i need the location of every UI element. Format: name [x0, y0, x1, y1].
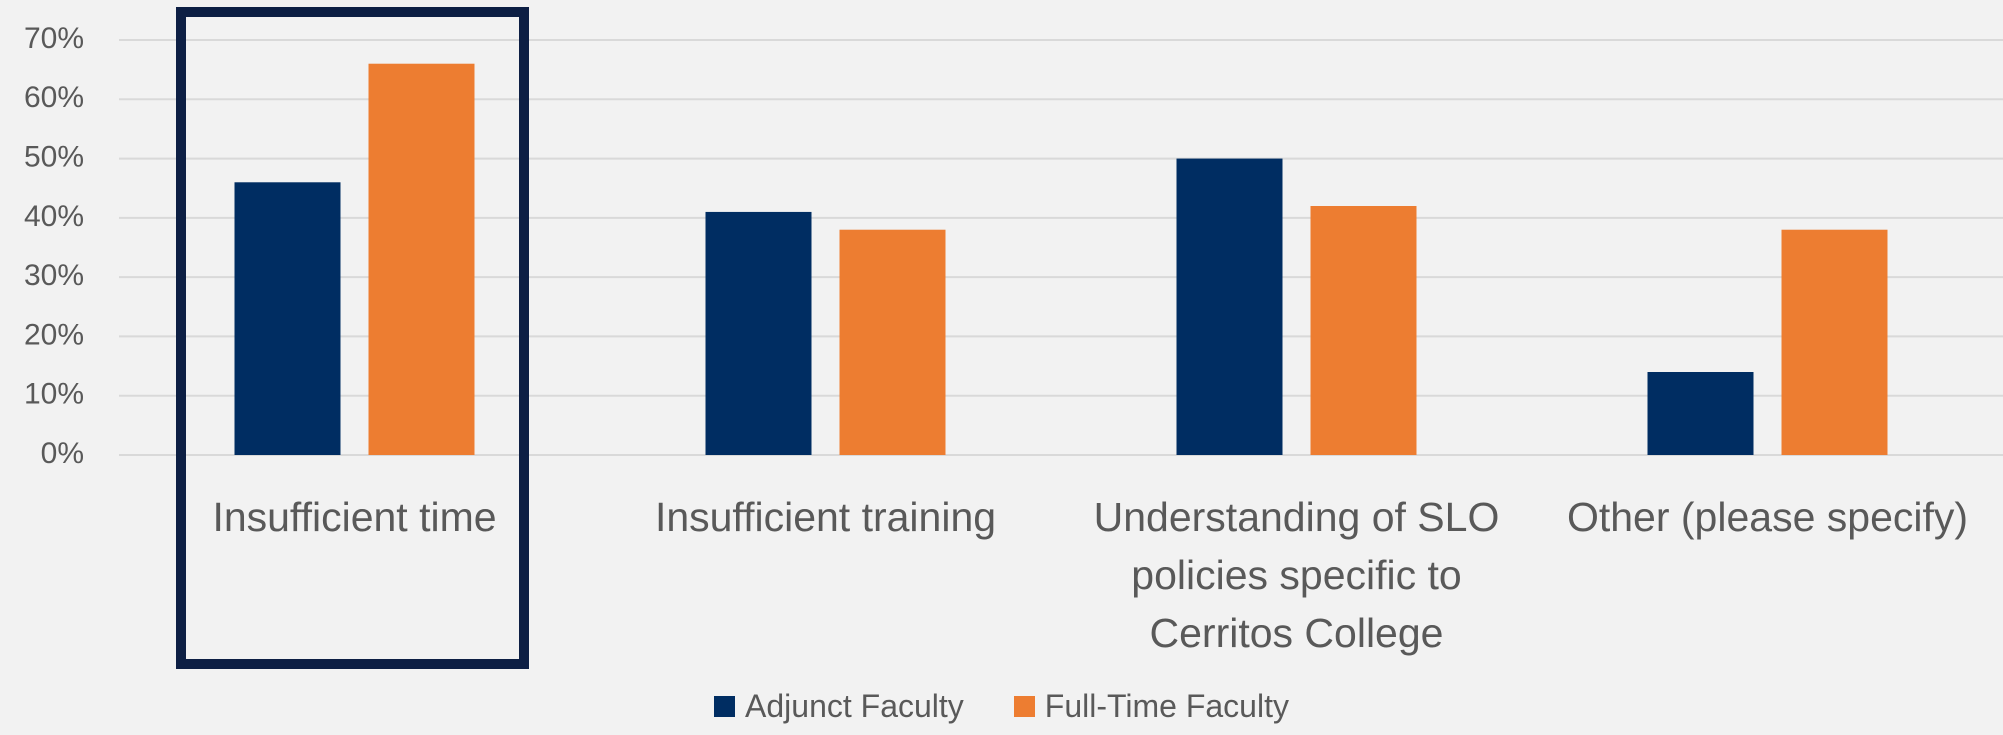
y-tick-label: 60% [24, 81, 84, 114]
bar [1781, 229, 1888, 455]
legend-swatch [714, 696, 736, 717]
x-tick-label: Other (please specify) [1566, 494, 1969, 540]
legend-swatch [1013, 696, 1035, 717]
legend-label: Full-Time Faculty [1044, 688, 1289, 724]
y-tick-label: 40% [24, 200, 84, 233]
highlight-box [176, 7, 529, 669]
y-tick-label: 10% [24, 378, 84, 411]
x-tick-label: Understanding of SLO policies specific t… [1093, 494, 1500, 656]
bar [839, 229, 946, 455]
y-tick-label: 30% [24, 259, 84, 292]
y-tick-label: 70% [24, 22, 84, 55]
legend: Adjunct Faculty Full-Time Faculty [0, 688, 2003, 725]
bar [1647, 372, 1754, 455]
legend-item: Adjunct Faculty [714, 688, 964, 725]
x-tick-label: Insufficient training [654, 494, 997, 540]
bar [234, 182, 341, 456]
legend-item: Full-Time Faculty [1013, 688, 1289, 725]
y-tick-label: 0% [41, 437, 84, 470]
bar [705, 211, 812, 455]
bar [1176, 158, 1283, 456]
y-tick-label: 20% [24, 318, 84, 351]
legend-label: Adjunct Faculty [745, 688, 964, 724]
y-tick-label: 50% [24, 140, 84, 173]
bar [368, 63, 475, 455]
bar [1310, 206, 1417, 455]
x-tick-label: Insufficient time [212, 494, 497, 540]
